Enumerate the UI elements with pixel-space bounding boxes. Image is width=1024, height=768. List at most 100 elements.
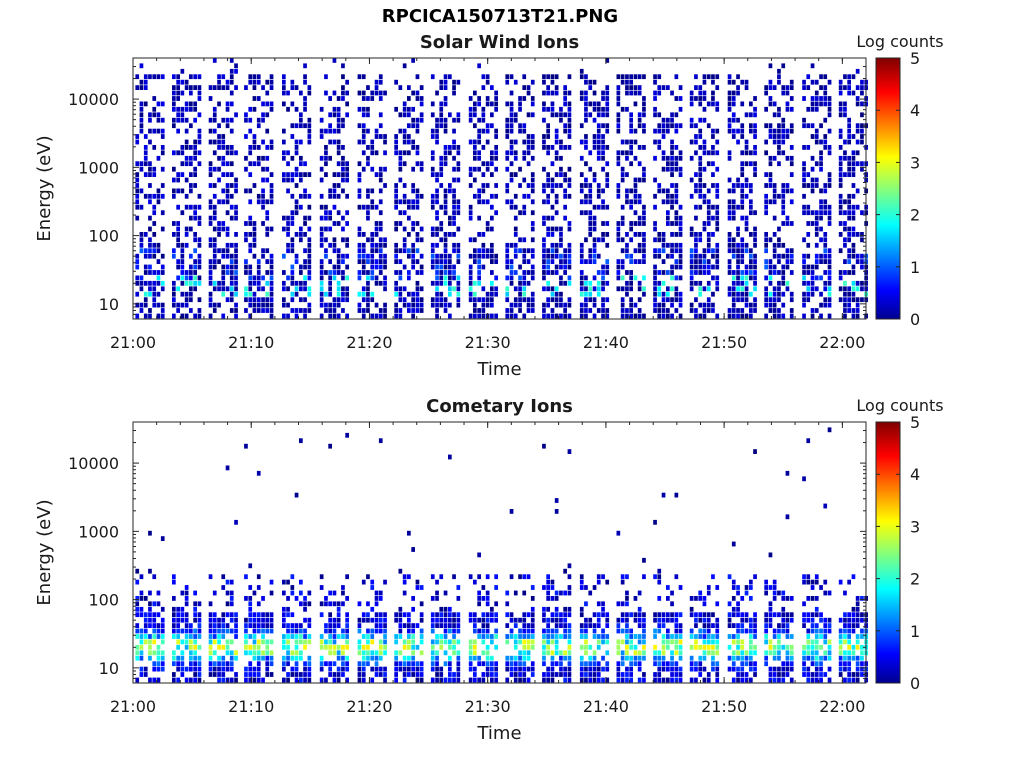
heatmap-cell (550, 666, 555, 672)
heatmap-cell (689, 226, 694, 232)
heatmap-cell (248, 623, 253, 628)
heatmap-cell (494, 286, 498, 292)
heatmap-cell (522, 297, 527, 303)
heatmap-cell (550, 596, 555, 601)
heatmap-cell (332, 590, 337, 596)
heatmap-cell (629, 308, 633, 313)
heatmap-cell (473, 644, 477, 650)
heatmap-cell (698, 253, 703, 259)
heatmap-cell (411, 302, 415, 308)
heatmap-cell (772, 655, 777, 661)
heatmap-cell (847, 199, 851, 205)
heatmap-cell (727, 237, 732, 243)
heatmap-cell (324, 90, 328, 96)
heatmap-cell (299, 628, 303, 634)
heatmap-cell (477, 248, 481, 254)
heatmap-cell (620, 677, 625, 683)
heatmap-cell (234, 150, 238, 156)
heatmap-cell (439, 166, 444, 172)
heatmap-cell (490, 655, 494, 661)
heatmap-cell (402, 590, 407, 596)
heatmap-cell (303, 677, 307, 683)
heatmap-cell (208, 161, 213, 167)
heatmap-cell (269, 302, 274, 308)
heatmap-cell (143, 232, 148, 237)
heatmap-cell (290, 134, 295, 139)
heatmap-cell (768, 601, 773, 607)
heatmap-cell (208, 612, 213, 618)
heatmap-cell (727, 242, 732, 248)
heatmap-cell (605, 90, 610, 96)
heatmap-cell (286, 612, 290, 618)
heatmap-cell (505, 259, 510, 264)
heatmap-cell (715, 101, 720, 107)
heatmap-cell (806, 270, 811, 275)
heatmap-cell (596, 666, 601, 672)
heatmap-cell (139, 79, 144, 85)
heatmap-cell (706, 248, 711, 254)
heatmap-cell (180, 117, 185, 123)
heatmap-cell (764, 623, 768, 628)
heatmap-cell (855, 253, 860, 259)
heatmap-cell (252, 639, 257, 645)
heatmap-cell (678, 666, 683, 672)
heatmap-cell (563, 650, 567, 656)
heatmap-cell (402, 161, 407, 167)
heatmap-cell (345, 237, 349, 243)
heatmap-cell (378, 166, 383, 172)
heatmap-cell (666, 128, 670, 134)
heatmap-cell (341, 188, 345, 194)
heatmap-cell (819, 226, 823, 232)
heatmap-cell (616, 183, 621, 188)
heatmap-cell (345, 644, 349, 650)
heatmap-cell (592, 221, 597, 226)
heatmap-cell (601, 96, 605, 101)
heatmap-cell (435, 617, 439, 623)
heatmap-cell (629, 253, 633, 259)
heatmap-cell (653, 297, 657, 303)
heatmap-cell (694, 661, 698, 667)
heatmap-cell (674, 623, 679, 628)
heatmap-cell (579, 242, 584, 248)
heatmap-cell (439, 79, 444, 85)
heatmap-cell (522, 237, 527, 243)
heatmap-cell (294, 150, 299, 156)
heatmap-cell (156, 313, 161, 319)
heatmap-cell (265, 623, 270, 628)
heatmap-cell (777, 650, 781, 656)
heatmap-cell (430, 623, 435, 628)
heatmap-cell (706, 221, 711, 226)
heatmap-cell (212, 183, 217, 188)
heatmap-cell (303, 280, 307, 286)
heatmap-cell (657, 253, 662, 259)
heatmap-cell (197, 139, 202, 145)
heatmap-cell (530, 226, 535, 232)
heatmap-cell (366, 628, 370, 634)
heatmap-cell (715, 585, 720, 590)
heatmap-cell (785, 253, 790, 259)
heatmap-cell (744, 655, 749, 661)
heatmap-cell (328, 215, 332, 221)
heatmap-cell (398, 166, 403, 172)
heatmap-cell (620, 574, 625, 580)
heatmap-cell (596, 634, 601, 639)
heatmap-cell (415, 623, 420, 628)
heatmap-cell (468, 655, 473, 661)
heatmap-cell (299, 639, 303, 645)
heatmap-cell (559, 226, 563, 232)
heatmap-cell (265, 166, 270, 172)
heatmap-cell (637, 221, 642, 226)
heatmap-cell (596, 155, 601, 161)
heatmap-cell (411, 188, 415, 194)
heatmap-cell (430, 101, 435, 107)
heatmap-cell (398, 199, 403, 205)
heatmap-cell (843, 226, 847, 232)
heatmap-cell (847, 308, 851, 313)
heatmap-cell (307, 291, 312, 297)
heatmap-cell (637, 617, 642, 623)
heatmap-cell (345, 112, 349, 118)
heatmap-cell (554, 639, 559, 645)
heatmap-cell (847, 79, 851, 85)
heatmap-cell (180, 145, 185, 150)
heatmap-cell (148, 313, 152, 319)
